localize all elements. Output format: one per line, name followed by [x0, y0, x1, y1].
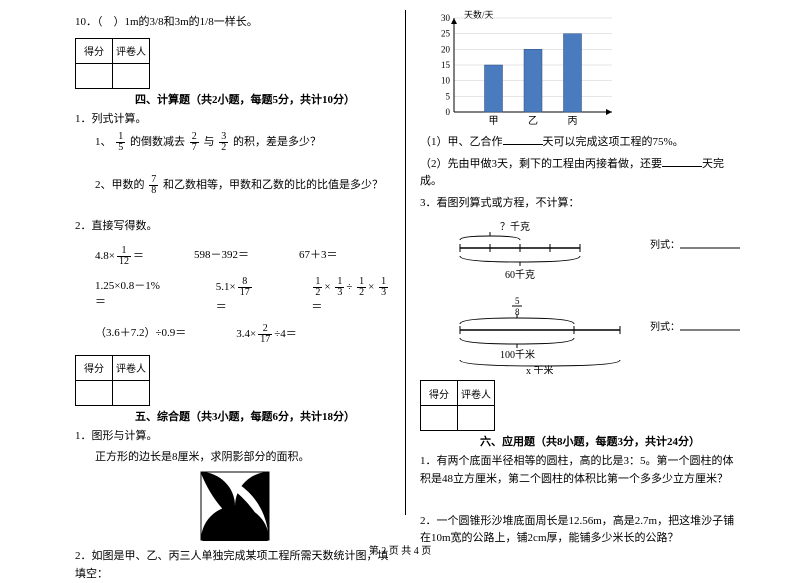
- svg-text:10: 10: [441, 76, 451, 86]
- svg-text:x 千米: x 千米: [526, 364, 554, 374]
- sec6-q1: 1．有两个底面半径相等的圆柱，高的比是3：5。第一个圆柱的体积是48立方厘米，第…: [420, 453, 740, 488]
- eq-1-2: 598－392＝: [194, 246, 249, 267]
- svg-text:30: 30: [441, 13, 451, 23]
- score-box-sec5: 得分 评卷人: [75, 355, 150, 406]
- grader-cell: [458, 406, 495, 431]
- sec4-q1-1: 1、 15 的倒数减去 27 与 32 的积，差是多少？: [95, 132, 395, 153]
- left-column: 10．（ ）1m的3/8和3m的1/8一样长。 得分 评卷人 四、计算题（共2小…: [75, 10, 395, 535]
- svg-text:5: 5: [515, 296, 520, 306]
- page: 10．（ ）1m的3/8和3m的1/8一样长。 得分 评卷人 四、计算题（共2小…: [0, 0, 800, 565]
- q3-title: 3．看图列算式或方程，不计算：: [420, 195, 740, 213]
- sec5-title: 五、综合题（共3小题，每题6分，共计18分）: [135, 408, 355, 424]
- page-footer: 第 2 页 共 4 页: [0, 542, 800, 557]
- eq-2-2: 5.1×817＝: [216, 277, 262, 314]
- sec6-title: 六、应用题（共8小题，每题3分，共计24分）: [480, 433, 700, 449]
- sec5-q1b: 正方形的边长是8厘米，求阴影部分的面积。: [95, 449, 395, 467]
- score-box-sec4: 得分 评卷人: [75, 38, 150, 89]
- eq-2-3: 12× 13÷ 12× 13＝: [311, 277, 395, 314]
- svg-text:5: 5: [446, 91, 451, 101]
- q10-text: 10．（ ）1m的3/8和3m的1/8一样长。: [75, 14, 395, 32]
- bar-chart: 天数/天 0 5 10 15 20 25 30 甲 乙 丙: [420, 10, 740, 130]
- grader-cell: [113, 63, 150, 88]
- sec5-q1: 1．图形与计算。: [75, 428, 395, 446]
- grader-label: 评卷人: [113, 355, 150, 380]
- svg-text:乙: 乙: [528, 115, 538, 127]
- sec4-q1: 1．列式计算。: [75, 111, 395, 129]
- score-box-sec6: 得分 评卷人: [420, 380, 495, 431]
- score-cell: [421, 406, 458, 431]
- shape-figure: [75, 471, 395, 544]
- diagram-1: ？千克 60千克 列式：: [440, 218, 740, 288]
- score-cell: [76, 63, 113, 88]
- grader-cell: [113, 380, 150, 405]
- svg-text:列式：: 列式：: [650, 320, 680, 333]
- eq-3-2: 3.4×217÷4＝: [236, 324, 297, 345]
- sec4-title: 四、计算题（共2小题，每题5分，共计10分）: [135, 91, 355, 107]
- grader-label: 评卷人: [458, 381, 495, 406]
- svg-text:60千克: 60千克: [505, 269, 535, 281]
- svg-text:0: 0: [446, 107, 451, 117]
- eq-2-1: 1.25×0.8－1%＝: [95, 277, 166, 314]
- right-column: 天数/天 0 5 10 15 20 25 30 甲 乙 丙 （1）甲、乙合作天可以完成这项工程的75…: [420, 10, 740, 535]
- eq-1-3: 67＋3＝: [299, 246, 338, 267]
- svg-text:列式：: 列式：: [650, 238, 680, 251]
- svg-text:20: 20: [441, 44, 451, 54]
- sec4-q1-2: 2、甲数的 78 和乙数相等，甲数和乙数的比的比值是多少？: [95, 175, 395, 196]
- score-label: 得分: [421, 381, 458, 406]
- column-divider: [405, 10, 406, 515]
- d1-top: ？千克: [500, 221, 530, 233]
- right-q2-2: （2）先由甲做3天，剩下的工程由丙接着做，还要天完成。: [420, 156, 740, 191]
- score-label: 得分: [76, 355, 113, 380]
- svg-text:丙: 丙: [568, 116, 578, 127]
- diagram-2: 5 8 100千米 x 千米 列式：: [440, 294, 740, 374]
- svg-text:甲: 甲: [489, 116, 499, 127]
- eq-1-1: 4.8×112＝: [95, 246, 144, 267]
- score-cell: [76, 380, 113, 405]
- svg-text:15: 15: [441, 60, 451, 70]
- svg-text:天数/天: 天数/天: [464, 10, 494, 20]
- eq-3-1: （3.6＋7.2）÷0.9＝: [95, 324, 186, 345]
- svg-text:25: 25: [441, 29, 451, 39]
- svg-text:100千米: 100千米: [500, 348, 535, 361]
- sec4-q2: 2．直接写得数。: [75, 218, 395, 236]
- right-q2-1: （1）甲、乙合作天可以完成这项工程的75%。: [420, 134, 740, 152]
- eqs-block: 4.8×112＝ 598－392＝ 67＋3＝ 1.25×0.8－1%＝ 5.1…: [95, 246, 395, 345]
- score-label: 得分: [76, 38, 113, 63]
- grader-label: 评卷人: [113, 38, 150, 63]
